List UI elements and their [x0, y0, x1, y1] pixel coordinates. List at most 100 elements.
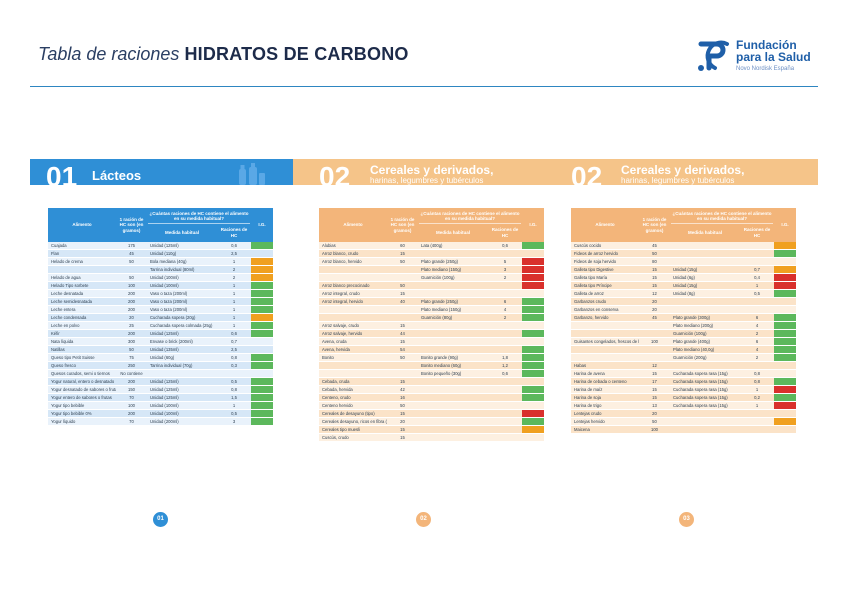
table-row: Galleta tipo María 15 Unidad (6g) 0,4: [571, 274, 796, 282]
food-cell: Centeno, crudo: [322, 395, 351, 400]
food-cell: Cereales de desayuno (tipo): [322, 411, 375, 416]
ig-indicator: [522, 258, 544, 265]
milk-bottle-icon: [239, 163, 265, 185]
rations-cell: [740, 306, 774, 313]
ration-cell: 100: [128, 283, 135, 288]
measure-cell: Unidad (125ml): [150, 243, 179, 248]
rations-cell: 0,3: [231, 363, 237, 368]
rations-cell: [488, 426, 522, 433]
ration-cell: [387, 266, 418, 273]
ig-indicator: [774, 362, 796, 369]
food-cell: [319, 266, 387, 273]
rations-cell: 2,5: [231, 251, 237, 256]
table-row: Plato mediano (150g) 3: [319, 266, 544, 274]
ig-indicator: [522, 418, 544, 425]
ig-indicator: [522, 242, 544, 249]
ig-indicator: [774, 274, 796, 281]
table-row: Arroz salvaje, crudo 15: [319, 322, 544, 330]
food-cell: Harina de trigo: [574, 403, 602, 408]
ration-cell: 200: [128, 379, 135, 384]
table-row: Plato mediano (40,0g) 4: [571, 346, 796, 354]
ig-cell: [774, 266, 796, 273]
ig-indicator: [774, 330, 796, 337]
ration-cell: 15: [400, 339, 405, 344]
rations-cell: 1: [232, 315, 236, 320]
measure-cell: Unidad (125ml): [150, 387, 179, 392]
measure-cell: [418, 378, 488, 385]
measure-cell: Plato mediano (40,0g): [673, 347, 715, 352]
ig-indicator: [251, 274, 273, 281]
logo-name: Fundación para la Salud: [736, 39, 811, 63]
ig-indicator: [774, 394, 796, 401]
ig-cell: [251, 298, 273, 305]
header-question: ¿Cuántas raciones de HC contiene el alim…: [671, 209, 773, 225]
ig-indicator: [522, 354, 544, 361]
ig-indicator: [522, 266, 544, 273]
table-row: Harina de soja 15 Cucharada sopera rasa (1…: [571, 394, 796, 402]
ig-cell: [774, 394, 796, 401]
food-cell: Avena, hervida: [322, 347, 350, 352]
measure-cell: [670, 250, 740, 257]
table-row: Yogur entero de sabores o frutas 70 Unidad…: [48, 394, 273, 402]
rations-cell: 1,5: [231, 395, 237, 400]
ig-indicator: [774, 418, 796, 425]
ration-cell: No contiene: [120, 371, 143, 376]
page-number-badge[interactable]: 03: [679, 512, 694, 527]
ig-cell: [522, 258, 544, 265]
ration-cell: 200: [128, 291, 135, 296]
ig-indicator: [774, 290, 796, 297]
measure-cell: [418, 386, 488, 393]
table-row: Garbanzos en conserva 20: [571, 306, 796, 314]
food-cell: Garbanzo, hervido: [574, 315, 609, 320]
rations-cell: 0,8: [754, 379, 760, 384]
page-number-badge[interactable]: 01: [153, 512, 168, 527]
food-cell: Habas: [574, 363, 587, 368]
measure-cell: [418, 418, 488, 425]
page-title: Tabla de raciones HIDRATOS DE CARBONO: [38, 44, 409, 65]
food-cell: [571, 322, 639, 329]
rations-cell: [740, 242, 774, 249]
food-cell: Arroz salvaje, hervido: [322, 331, 363, 336]
food-cell: Queso tipo Petit Suisse: [51, 355, 95, 360]
ig-cell: [522, 250, 544, 257]
table-row: Arroz blanco, hervido 50 Plato grande (250…: [319, 258, 544, 266]
rations-cell: 5: [503, 259, 507, 264]
measure-cell: Unidad (15g): [673, 267, 698, 272]
page-number-badge[interactable]: 02: [416, 512, 431, 527]
rations-cell: 0,8: [231, 387, 237, 392]
measure-cell: [670, 258, 740, 265]
measure-cell: [670, 362, 740, 369]
food-cell: Yogur entero de sabores o frutas: [51, 395, 112, 400]
food-cell: Leche entera: [51, 307, 76, 312]
header-ig: I.G.: [529, 222, 537, 228]
ig-cell: [774, 322, 796, 329]
rations-cell: 0,6: [502, 243, 508, 248]
rations-cell: 0,6: [231, 243, 237, 248]
measure-cell: [418, 410, 488, 417]
table-row: Leche condensada 20 Cucharada sopera (20g)…: [48, 314, 273, 322]
measure-cell: [418, 290, 488, 297]
food-cell: Leche semidesnatada: [51, 299, 92, 304]
header-subgroup: Medida habitual Raciones de HC: [147, 224, 251, 241]
food-cell: Arroz salvaje, crudo: [322, 323, 360, 328]
measure-cell: Cucharada sopera (20g): [150, 315, 196, 320]
ig-cell: [774, 274, 796, 281]
food-cell: Cebada, cruda: [322, 379, 350, 384]
table-row: Plato mediano (150g) 4: [319, 306, 544, 314]
rations-cell: 2,5: [231, 347, 237, 352]
header-rations: Raciones de HC: [743, 227, 771, 238]
ig-indicator: [251, 330, 273, 337]
section-number: 02: [319, 161, 351, 192]
rations-cell: [740, 426, 774, 433]
ig-indicator: [774, 250, 796, 257]
ig-indicator: [251, 338, 273, 345]
table-row: Queso fresco 250 Tarrina individual (70g) 0…: [48, 362, 273, 370]
ig-cell: [522, 306, 544, 313]
rations-cell: 1: [232, 403, 236, 408]
ig-indicator: [774, 426, 796, 433]
ig-cell: [522, 314, 544, 321]
ration-cell: 75: [129, 355, 134, 360]
ration-cell: 50: [129, 259, 134, 264]
table-lacteos: Alimento 1 ración de HC son (en gramos) …: [48, 208, 273, 426]
table-row: Guarnición (200g) 2: [571, 354, 796, 362]
